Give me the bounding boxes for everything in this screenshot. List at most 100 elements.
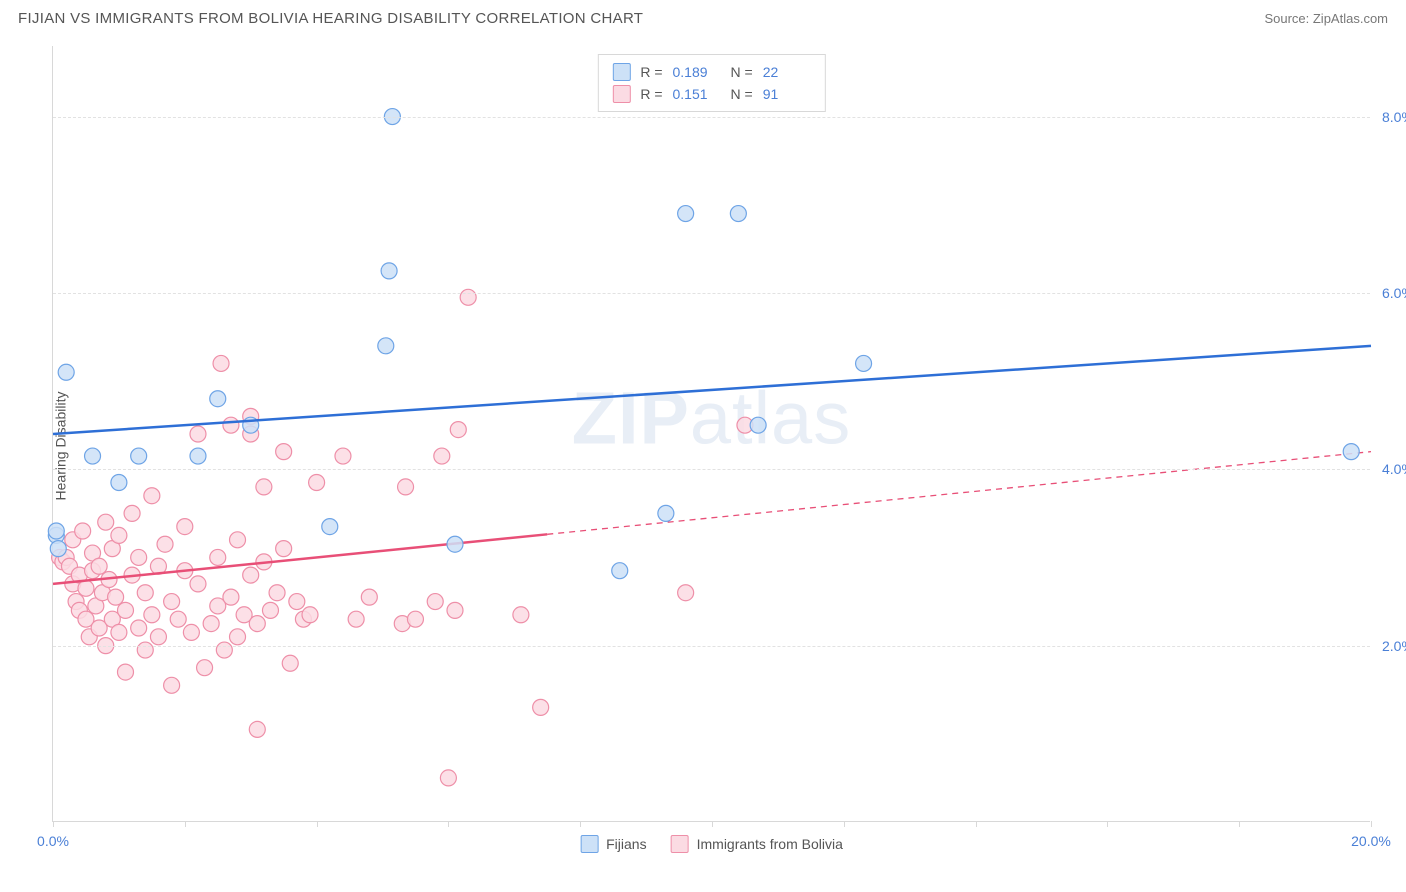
scatter-point: [398, 479, 414, 495]
scatter-point: [513, 607, 529, 623]
scatter-point: [460, 289, 476, 305]
scatter-point: [269, 585, 285, 601]
scatter-point: [170, 611, 186, 627]
scatter-point: [190, 426, 206, 442]
scatter-point: [111, 624, 127, 640]
xtick: [976, 821, 977, 827]
scatter-point: [223, 417, 239, 433]
scatter-point: [203, 616, 219, 632]
scatter-point: [730, 206, 746, 222]
xtick: [53, 821, 54, 827]
scatter-point: [282, 655, 298, 671]
scatter-point: [856, 355, 872, 371]
scatter-point: [361, 589, 377, 605]
scatter-point: [678, 585, 694, 601]
scatter-point: [289, 594, 305, 610]
xtick: [712, 821, 713, 827]
legend-swatch-bolivia-icon: [671, 835, 689, 853]
scatter-point: [322, 519, 338, 535]
scatter-point: [348, 611, 364, 627]
xtick: [1371, 821, 1372, 827]
scatter-point: [612, 563, 628, 579]
scatter-point: [335, 448, 351, 464]
source-label: Source: ZipAtlas.com: [1264, 11, 1388, 26]
scatter-point: [164, 594, 180, 610]
scatter-point: [210, 391, 226, 407]
scatter-point: [117, 602, 133, 618]
xtick: [580, 821, 581, 827]
scatter-point: [230, 629, 246, 645]
scatter-point: [144, 488, 160, 504]
scatter-point: [190, 576, 206, 592]
scatter-point: [85, 448, 101, 464]
scatter-point: [216, 642, 232, 658]
scatter-point: [407, 611, 423, 627]
xtick: [1107, 821, 1108, 827]
scatter-point: [256, 479, 272, 495]
scatter-point: [447, 602, 463, 618]
scatter-point: [131, 448, 147, 464]
scatter-point: [750, 417, 766, 433]
scatter-point: [177, 519, 193, 535]
scatter-point: [137, 642, 153, 658]
xtick: [844, 821, 845, 827]
scatter-point: [450, 422, 466, 438]
xtick: [185, 821, 186, 827]
xtick: [448, 821, 449, 827]
gridline: [53, 117, 1370, 118]
scatter-point: [108, 589, 124, 605]
gridline: [53, 469, 1370, 470]
scatter-point: [223, 589, 239, 605]
scatter-point: [381, 263, 397, 279]
scatter-point: [213, 355, 229, 371]
trend-line-dashed: [547, 452, 1371, 535]
scatter-point: [144, 607, 160, 623]
xtick: [317, 821, 318, 827]
scatter-point: [262, 602, 278, 618]
scatter-point: [434, 448, 450, 464]
scatter-point: [91, 558, 107, 574]
scatter-point: [157, 536, 173, 552]
chart-plot-area: ZIPatlas R = 0.189 N = 22 R = 0.151 N = …: [52, 46, 1370, 822]
bottom-legend: Fijians Immigrants from Bolivia: [580, 835, 843, 853]
ytick-label: 8.0%: [1382, 109, 1406, 125]
scatter-point: [98, 514, 114, 530]
scatter-point: [190, 448, 206, 464]
scatter-point: [124, 505, 140, 521]
scatter-point: [150, 629, 166, 645]
gridline: [53, 646, 1370, 647]
ytick-label: 2.0%: [1382, 638, 1406, 654]
scatter-point: [447, 536, 463, 552]
scatter-point: [183, 624, 199, 640]
scatter-point: [117, 664, 133, 680]
scatter-point: [111, 527, 127, 543]
scatter-point: [58, 364, 74, 380]
scatter-point: [137, 585, 153, 601]
scatter-point: [1343, 444, 1359, 460]
scatter-svg: [53, 46, 1370, 821]
xtick-label: 0.0%: [37, 833, 69, 849]
ytick-label: 4.0%: [1382, 461, 1406, 477]
trend-line: [53, 534, 547, 584]
scatter-point: [378, 338, 394, 354]
scatter-point: [210, 549, 226, 565]
scatter-point: [78, 580, 94, 596]
xtick: [1239, 821, 1240, 827]
scatter-point: [249, 616, 265, 632]
scatter-point: [678, 206, 694, 222]
scatter-point: [50, 541, 66, 557]
scatter-point: [131, 549, 147, 565]
scatter-point: [427, 594, 443, 610]
scatter-point: [131, 620, 147, 636]
scatter-point: [164, 677, 180, 693]
legend-bolivia: Immigrants from Bolivia: [671, 835, 843, 853]
scatter-point: [249, 721, 265, 737]
scatter-point: [302, 607, 318, 623]
scatter-point: [111, 475, 127, 491]
scatter-point: [243, 567, 259, 583]
chart-title: FIJIAN VS IMMIGRANTS FROM BOLIVIA HEARIN…: [18, 10, 643, 27]
trend-line: [53, 346, 1371, 434]
scatter-point: [75, 523, 91, 539]
scatter-point: [309, 475, 325, 491]
scatter-point: [276, 444, 292, 460]
